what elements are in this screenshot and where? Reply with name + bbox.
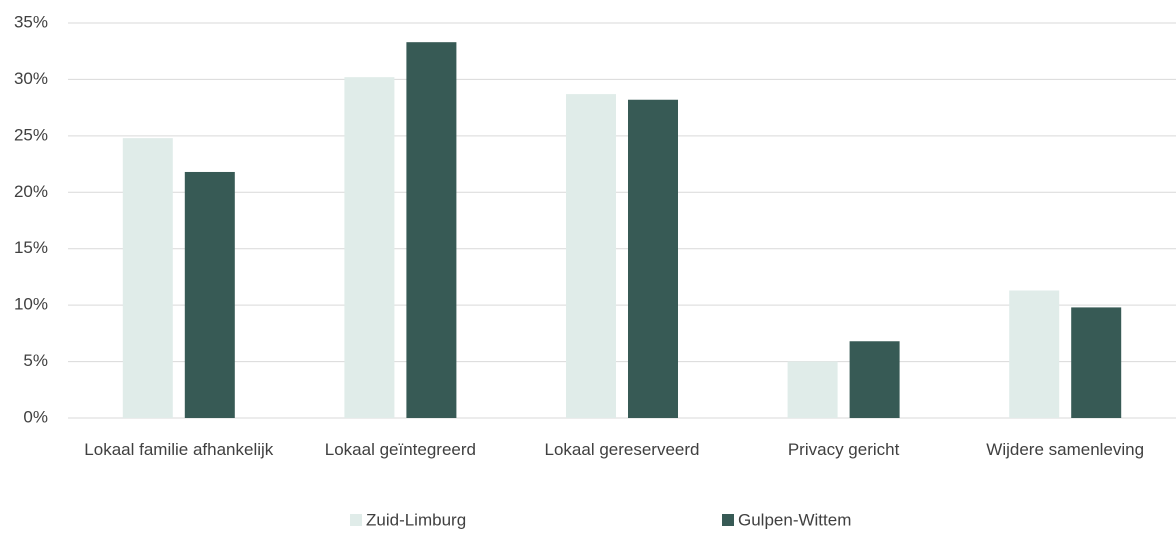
y-tick-label: 0% [23,407,48,426]
bar [344,77,395,419]
bar [1071,307,1122,418]
legend-label: Gulpen-Wittem [738,510,851,529]
legend-label: Zuid-Limburg [366,510,466,529]
bar [1009,290,1060,418]
y-tick-label: 35% [14,12,48,31]
bar [184,171,235,418]
x-tick-label: Wijdere samenleving [986,440,1145,459]
bar [122,138,173,418]
x-tick-label: Lokaal geïntegreerd [324,440,476,459]
x-tick-label: Lokaal familie afhankelijk [84,440,274,459]
bar [787,361,838,418]
legend-swatch [722,514,734,526]
y-tick-label: 5% [23,351,48,370]
bar [406,42,457,418]
y-tick-label: 25% [14,125,48,144]
y-tick-label: 15% [14,238,48,257]
y-tick-label: 10% [14,295,48,314]
bar [566,94,616,418]
legend-swatch [350,514,362,526]
y-tick-label: 20% [14,182,48,201]
bar [628,99,678,418]
x-tick-label: Lokaal gereserveerd [544,440,700,459]
y-tick-label: 30% [14,69,48,88]
bar [849,341,900,418]
x-tick-label: Privacy gericht [787,440,900,459]
